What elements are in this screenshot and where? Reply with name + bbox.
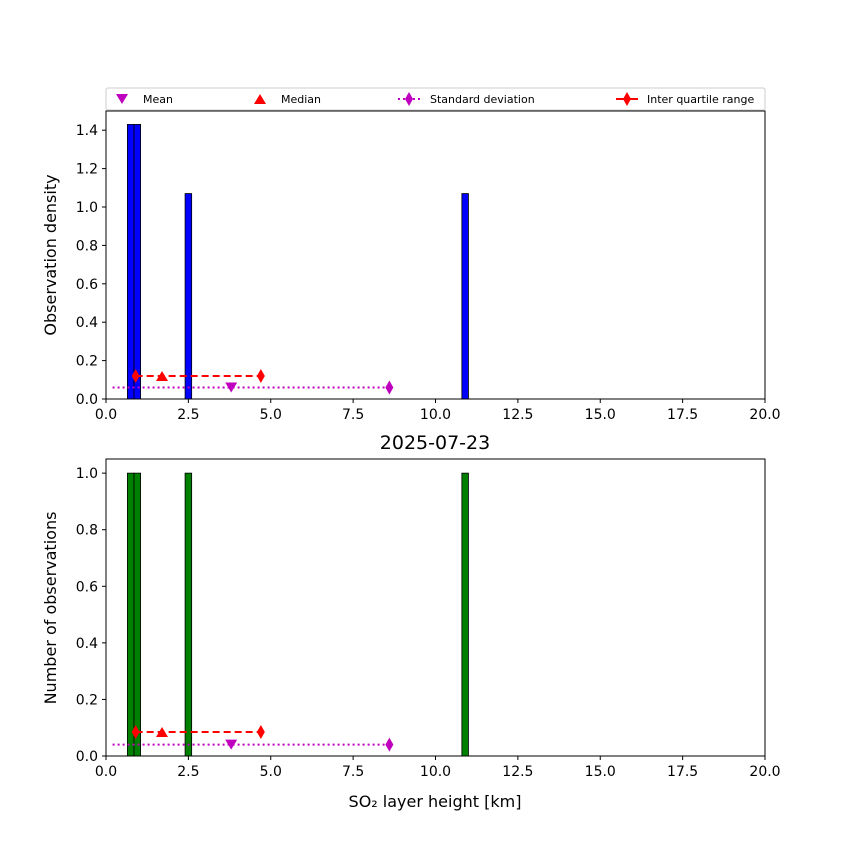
legend-iqr-label: Inter quartile range [647, 93, 754, 106]
y-tick-label: 0.2 [76, 692, 98, 708]
count-bar [127, 472, 135, 757]
legend-std-marker [405, 92, 413, 106]
x-tick-label: 7.5 [342, 407, 364, 423]
y-tick-label: 0.6 [76, 579, 98, 595]
count-y-ticks: 0.0 0.2 0.4 0.6 0.8 1.0 [76, 466, 106, 765]
count-bars [127, 472, 469, 757]
x-tick-label: 5.0 [260, 764, 282, 780]
count-y-axis-label: Number of observations [41, 512, 60, 705]
std-marker [385, 380, 394, 395]
x-tick-label: 12.5 [502, 407, 533, 423]
count-stats [112, 724, 394, 752]
x-tick-label: 10.0 [420, 407, 451, 423]
x-tick-label: 0.0 [95, 407, 117, 423]
legend-std-label: Standard deviation [430, 93, 535, 106]
mean-marker [225, 739, 238, 750]
density-bars [127, 124, 469, 400]
density-y-axis-label: Observation density [41, 174, 60, 335]
iqr-marker [131, 724, 140, 739]
figure-title: 2025-07-23 [380, 432, 490, 454]
density-y-ticks: 0.0 0.2 0.4 0.6 0.8 1.0 1.2 1.4 [76, 123, 106, 408]
median-marker [156, 726, 169, 737]
x-tick-label: 20.0 [749, 407, 780, 423]
iqr-marker [131, 368, 140, 383]
legend-median-marker [254, 94, 266, 104]
density-bar [127, 124, 135, 400]
density-bar [184, 193, 193, 400]
y-tick-label: 0.0 [76, 392, 98, 408]
mean-marker [225, 382, 238, 393]
legend-mean-marker [116, 94, 128, 104]
x-tick-label: 17.5 [667, 764, 698, 780]
x-tick-label: 7.5 [342, 764, 364, 780]
density-axes-frame [105, 110, 766, 400]
count-bar [461, 472, 469, 757]
density-x-ticks: 0.0 2.5 5.0 7.5 10.0 12.5 15.0 17.5 20.0 [95, 399, 781, 423]
y-tick-label: 0.4 [76, 636, 98, 652]
x-tick-label: 15.0 [585, 407, 616, 423]
x-tick-label: 10.0 [420, 764, 451, 780]
y-tick-label: 1.4 [76, 123, 98, 139]
count-x-axis-label: SO₂ layer height [km] [349, 792, 522, 811]
legend-iqr-marker [623, 92, 631, 106]
y-tick-label: 0.8 [76, 523, 98, 539]
x-tick-label: 2.5 [177, 764, 199, 780]
legend-frame [105, 87, 766, 111]
legend: Mean Median Standard deviation Inter qua… [105, 87, 766, 111]
x-tick-label: 0.0 [95, 764, 117, 780]
count-bar [133, 472, 141, 757]
y-tick-label: 1.0 [76, 200, 98, 216]
iqr-marker [256, 368, 265, 383]
x-tick-label: 15.0 [585, 764, 616, 780]
density-bar [133, 124, 141, 400]
y-tick-label: 0.2 [76, 354, 98, 370]
count-x-ticks: 0.0 2.5 5.0 7.5 10.0 12.5 15.0 17.5 20.0 [95, 756, 781, 780]
y-tick-label: 1.2 [76, 162, 98, 178]
x-tick-label: 17.5 [667, 407, 698, 423]
x-tick-label: 12.5 [502, 764, 533, 780]
density-stats [112, 368, 394, 395]
density-panel: 0.0 2.5 5.0 7.5 10.0 12.5 15.0 17.5 20.0 0.00.20… [41, 110, 781, 423]
std-marker [385, 737, 394, 752]
median-marker [156, 370, 169, 381]
y-tick-label: 0.0 [76, 749, 98, 765]
y-tick-label: 0.6 [76, 277, 98, 293]
iqr-marker [256, 724, 265, 739]
x-tick-label: 20.0 [749, 764, 780, 780]
density-bar [461, 193, 469, 400]
legend-median-label: Median [281, 93, 321, 106]
y-tick-label: 0.8 [76, 238, 98, 254]
legend-mean-label: Mean [143, 93, 173, 106]
y-tick-label: 1.0 [76, 466, 98, 482]
count-bar [184, 472, 193, 757]
x-tick-label: 5.0 [260, 407, 282, 423]
x-tick-label: 2.5 [177, 407, 199, 423]
y-tick-label: 0.4 [76, 315, 98, 331]
count-panel: 0.0 2.5 5.0 7.5 10.0 12.5 15.0 17.5 20.0 0.00.20… [41, 458, 781, 811]
count-axes-frame [105, 458, 766, 757]
